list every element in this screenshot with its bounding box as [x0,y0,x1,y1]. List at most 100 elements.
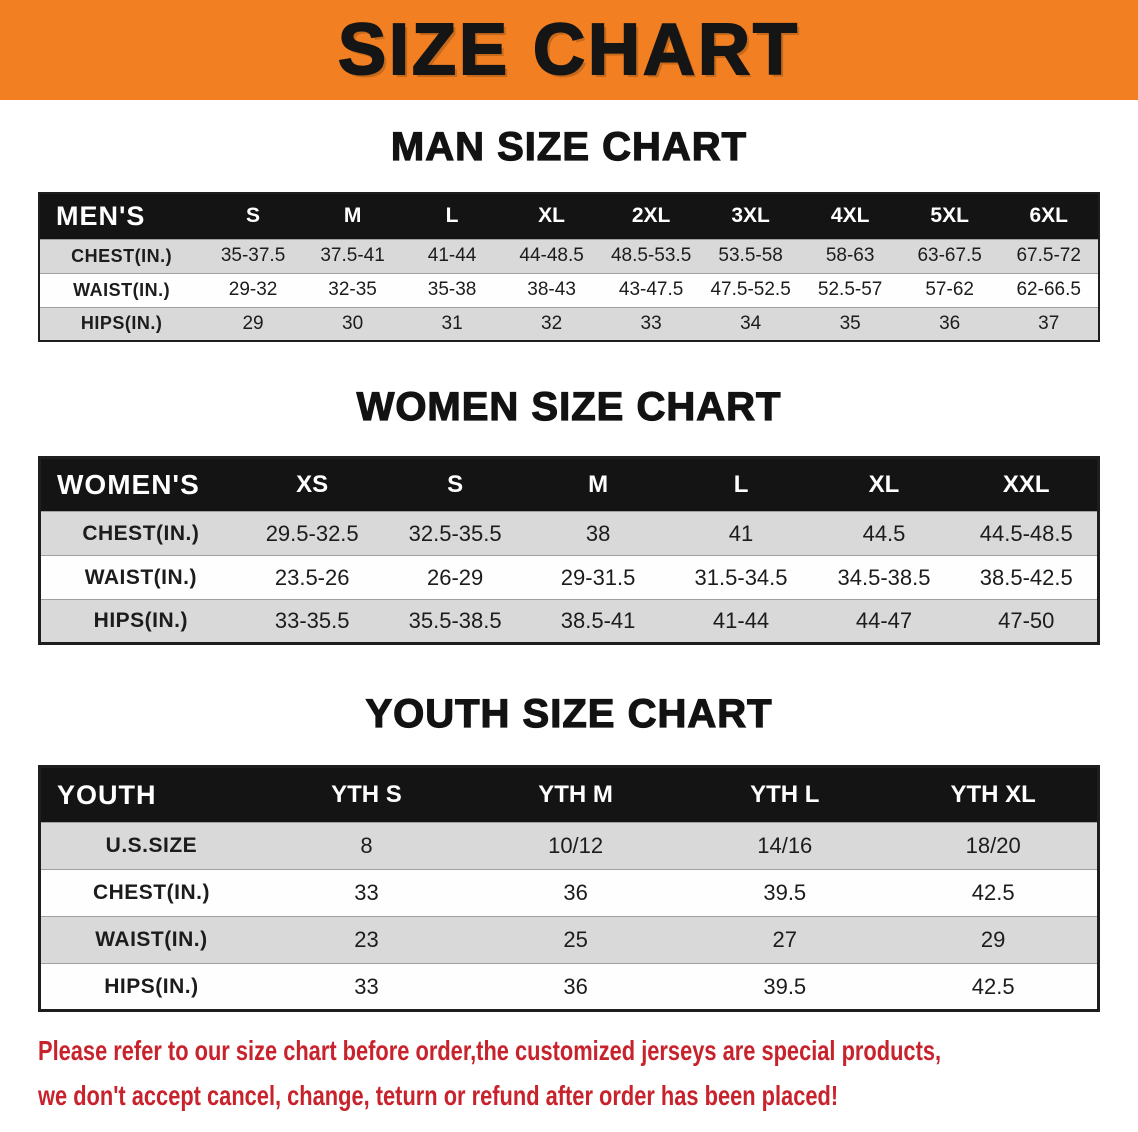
measurement-cell: 58-63 [800,238,900,273]
table-row: WAIST(IN.) 23 25 27 29 [39,916,1099,964]
measurement-cell: 62-66.5 [999,272,1099,307]
table-row: WAIST(IN.) 23.5-26 26-29 29-31.5 31.5-34.5 34… [39,555,1099,600]
size-column-header: 5XL [930,204,969,228]
measurement-cell: 44.5 [812,511,956,556]
man-size-chart-heading: MAN SIZE CHART [390,124,748,169]
size-column-header: L [733,471,749,498]
measurement-cell: 48.5-53.5 [601,238,701,273]
measurement-cell: 32.5-35.5 [383,511,527,556]
measurement-cell: 33-35.5 [240,599,384,644]
measurement-cell: 31.5-34.5 [669,555,813,600]
row-label: WAIST(IN.) [39,555,241,600]
row-label: WAIST(IN.) [39,916,262,964]
women-size-table: WOMEN'S XS S M L XL XXL CHEST(IN.) 29.5-32.5 32.5… [38,456,1100,645]
table-corner-label: YOUTH [57,779,157,810]
size-column-header: XL [868,471,900,498]
table-row: CHEST(IN.) 29.5-32.5 32.5-35.5 38 41 44.5 44.5… [39,511,1099,556]
measurement-cell: 34.5-38.5 [812,555,956,600]
table-row: CHEST(IN.) 35-37.5 37.5-41 41-44 44-48.5 48.5… [39,238,1099,273]
size-column-header: 2XL [631,204,671,228]
size-column-header: YTH M [538,781,613,808]
table-row: CHEST(IN.) 33 36 39.5 42.5 [39,869,1099,917]
row-label: U.S.SIZE [39,822,262,870]
measurement-cell: 18/20 [889,822,1099,870]
size-column-header: YTH XL [950,781,1036,808]
measurement-cell: 35 [800,306,900,341]
measurement-cell: 29 [203,306,303,341]
row-label: HIPS(IN.) [39,599,241,644]
measurement-cell: 44-47 [812,599,956,644]
measurement-cell: 38.5-42.5 [955,555,1099,600]
size-column-header: 6XL [1029,204,1068,228]
measurement-cell: 37 [999,306,1099,341]
measurement-cell: 47.5-52.5 [700,272,801,307]
measurement-cell: 30 [302,306,403,341]
table-header-row: YOUTH YTH S YTH M YTH L YTH XL [39,766,1099,823]
table-header-row: WOMEN'S XS S M L XL XXL [39,457,1099,512]
measurement-cell: 36 [899,306,1000,341]
size-column-header: 3XL [731,204,770,228]
measurement-cell: 47-50 [955,599,1099,644]
measurement-cell: 34 [700,306,801,341]
disclaimer: Please refer to our size chart before or… [0,1028,1138,1118]
measurement-cell: 52.5-57 [800,272,900,307]
table-row: HIPS(IN.) 29 30 31 32 33 34 35 36 37 [39,306,1099,341]
measurement-cell: 36 [471,869,681,917]
size-column-header: 4XL [830,204,870,228]
youth-size-table: YOUTH YTH S YTH M YTH L YTH XL U.S.SIZE 8 10/12… [38,765,1100,1012]
table-row: HIPS(IN.) 33-35.5 35.5-38.5 38.5-41 41-44 44-… [39,599,1099,644]
measurement-cell: 29-32 [203,272,303,307]
measurement-cell: 44-48.5 [501,238,602,273]
youth-size-chart-heading: YOUTH SIZE CHART [365,691,773,736]
measurement-cell: 23 [261,916,472,964]
measurement-cell: 43-47.5 [601,272,701,307]
measurement-cell: 32 [501,306,602,341]
measurement-cell: 41-44 [669,599,813,644]
measurement-cell: 35-38 [402,272,502,307]
row-label: WAIST(IN.) [39,272,204,307]
men-size-table: MEN'S S M L XL 2XL 3XL 4XL 5XL 6XL CHEST(IN.) 35-37… [38,192,1100,342]
disclaimer-line-2: we don't accept cancel, change, teturn o… [38,1080,839,1111]
table-row: WAIST(IN.) 29-32 32-35 35-38 38-43 43-47.5 47.… [39,272,1099,307]
measurement-cell: 35.5-38.5 [383,599,527,644]
women-size-chart-heading: WOMEN SIZE CHART [356,384,782,429]
size-column-header: XXL [1002,471,1050,498]
measurement-cell: 32-35 [302,272,403,307]
measurement-cell: 29-31.5 [526,555,670,600]
measurement-cell: 35-37.5 [203,238,303,273]
size-column-header: M [343,204,362,228]
size-column-header: YTH L [750,781,820,808]
measurement-cell: 37.5-41 [302,238,403,273]
measurement-cell: 39.5 [680,963,890,1011]
size-column-header: XL [538,204,566,228]
measurement-cell: 36 [471,963,681,1011]
size-column-header: M [588,471,609,498]
measurement-cell: 57-62 [899,272,1000,307]
measurement-cell: 29 [889,916,1099,964]
row-label: HIPS(IN.) [39,306,204,341]
measurement-cell: 39.5 [680,869,890,917]
size-column-header: L [445,204,459,228]
measurement-cell: 33 [601,306,701,341]
measurement-cell: 41 [669,511,813,556]
measurement-cell: 38 [526,511,670,556]
table-corner-label: MEN'S [56,200,146,231]
table-header-row: MEN'S S M L XL 2XL 3XL 4XL 5XL 6XL [39,193,1099,239]
table-corner-label: WOMEN'S [57,469,200,500]
page-title: SIZE CHART [337,9,800,91]
measurement-cell: 42.5 [889,963,1099,1011]
measurement-cell: 44.5-48.5 [955,511,1099,556]
measurement-cell: 8 [261,822,472,870]
size-column-header: S [246,204,261,228]
measurement-cell: 25 [471,916,681,964]
measurement-cell: 27 [680,916,890,964]
measurement-cell: 23.5-26 [240,555,384,600]
size-column-header: S [447,471,464,498]
measurement-cell: 33 [261,963,472,1011]
measurement-cell: 41-44 [402,238,502,273]
table-row: HIPS(IN.) 33 36 39.5 42.5 [39,963,1099,1011]
measurement-cell: 14/16 [680,822,890,870]
measurement-cell: 33 [261,869,472,917]
measurement-cell: 67.5-72 [999,238,1099,273]
row-label: CHEST(IN.) [39,511,241,556]
